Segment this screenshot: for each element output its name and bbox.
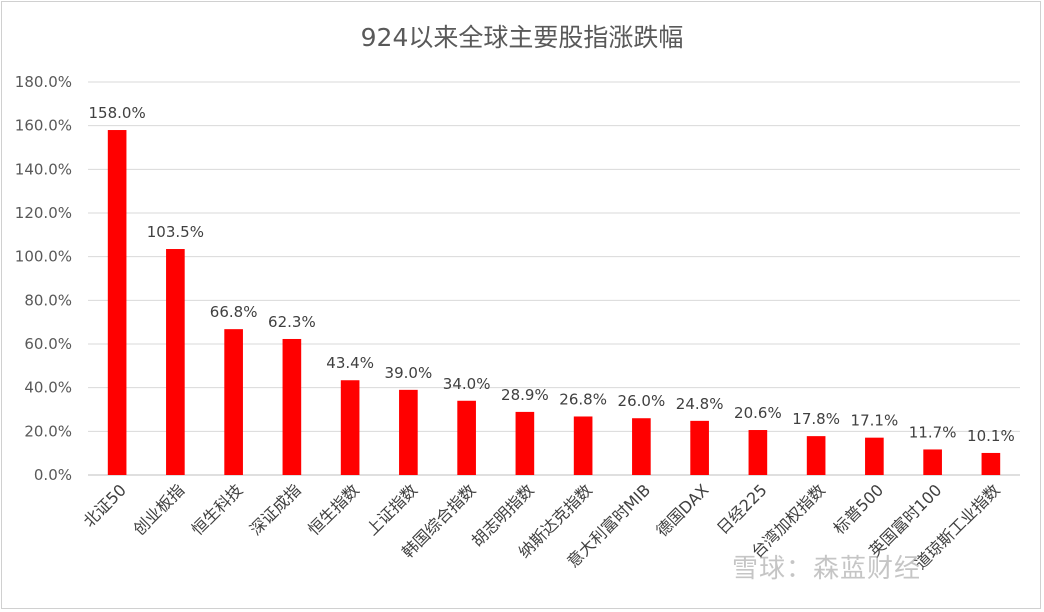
x-tick-label: 德国DAX xyxy=(652,480,712,540)
bar xyxy=(224,329,243,475)
x-tick-label: 日经225 xyxy=(713,480,771,538)
bar xyxy=(806,436,826,475)
data-label: 39.0% xyxy=(385,364,433,382)
gridlines xyxy=(88,81,1020,476)
data-label: 17.1% xyxy=(851,412,899,430)
data-label: 26.8% xyxy=(559,390,607,408)
y-tick-label: 120.0% xyxy=(15,204,72,222)
bar xyxy=(632,418,651,475)
x-tick-label: 标普500 xyxy=(830,480,888,538)
x-tick-label: 恒生科技 xyxy=(188,480,247,539)
y-tick-label: 180.0% xyxy=(15,73,72,91)
bar xyxy=(107,130,127,476)
bar xyxy=(690,420,709,475)
y-tick-label: 60.0% xyxy=(24,335,72,353)
data-label: 26.0% xyxy=(618,392,666,410)
y-axis-ticks: 0.0% 20.0% 40.0% 60.0% 80.0% 100.0% 120.0% 140.… xyxy=(15,73,72,484)
data-label: 10.1% xyxy=(967,427,1015,445)
y-tick-label: 100.0% xyxy=(15,248,72,266)
data-label: 11.7% xyxy=(909,423,957,441)
y-tick-label: 40.0% xyxy=(24,379,72,397)
y-tick-label: 80.0% xyxy=(24,291,72,309)
x-tick-label: 北证50 xyxy=(79,480,129,530)
watermark: 雪球：森蓝财经 xyxy=(732,554,922,584)
data-label: 43.4% xyxy=(326,354,374,372)
x-tick-label: 深证成指 xyxy=(246,480,305,539)
x-tick-label: 创业板指 xyxy=(130,480,189,539)
data-label: 17.8% xyxy=(792,410,840,428)
y-tick-label: 140.0% xyxy=(15,160,72,178)
bar xyxy=(399,389,418,475)
data-label: 103.5% xyxy=(147,223,204,241)
bar xyxy=(340,380,360,475)
bar xyxy=(573,416,593,475)
bar xyxy=(923,449,942,475)
bar xyxy=(865,437,884,475)
data-label: 66.8% xyxy=(210,303,258,321)
data-label: 20.6% xyxy=(734,404,782,422)
y-tick-label: 0.0% xyxy=(34,466,72,484)
data-label: 34.0% xyxy=(443,375,491,393)
x-tick-label: 恒生指数 xyxy=(304,480,363,539)
bars xyxy=(107,130,1001,476)
x-tick-label: 上证指数 xyxy=(363,480,422,539)
data-label: 62.3% xyxy=(268,313,316,331)
data-label: 158.0% xyxy=(89,104,146,122)
data-label: 24.8% xyxy=(676,395,724,413)
bar xyxy=(515,411,535,475)
bar xyxy=(457,400,476,475)
data-labels: 158.0% 103.5% 66.8% 62.3% 43.4% 39.0% 34.0% 28.… xyxy=(89,104,1015,445)
bar xyxy=(748,430,768,475)
bar xyxy=(981,452,1001,475)
y-tick-label: 20.0% xyxy=(24,422,72,440)
bar xyxy=(166,249,185,475)
data-label: 28.9% xyxy=(501,386,549,404)
bar xyxy=(282,338,302,475)
y-tick-label: 160.0% xyxy=(15,117,72,135)
chart-title: 924以来全球主要股指涨跌幅 xyxy=(361,23,684,52)
